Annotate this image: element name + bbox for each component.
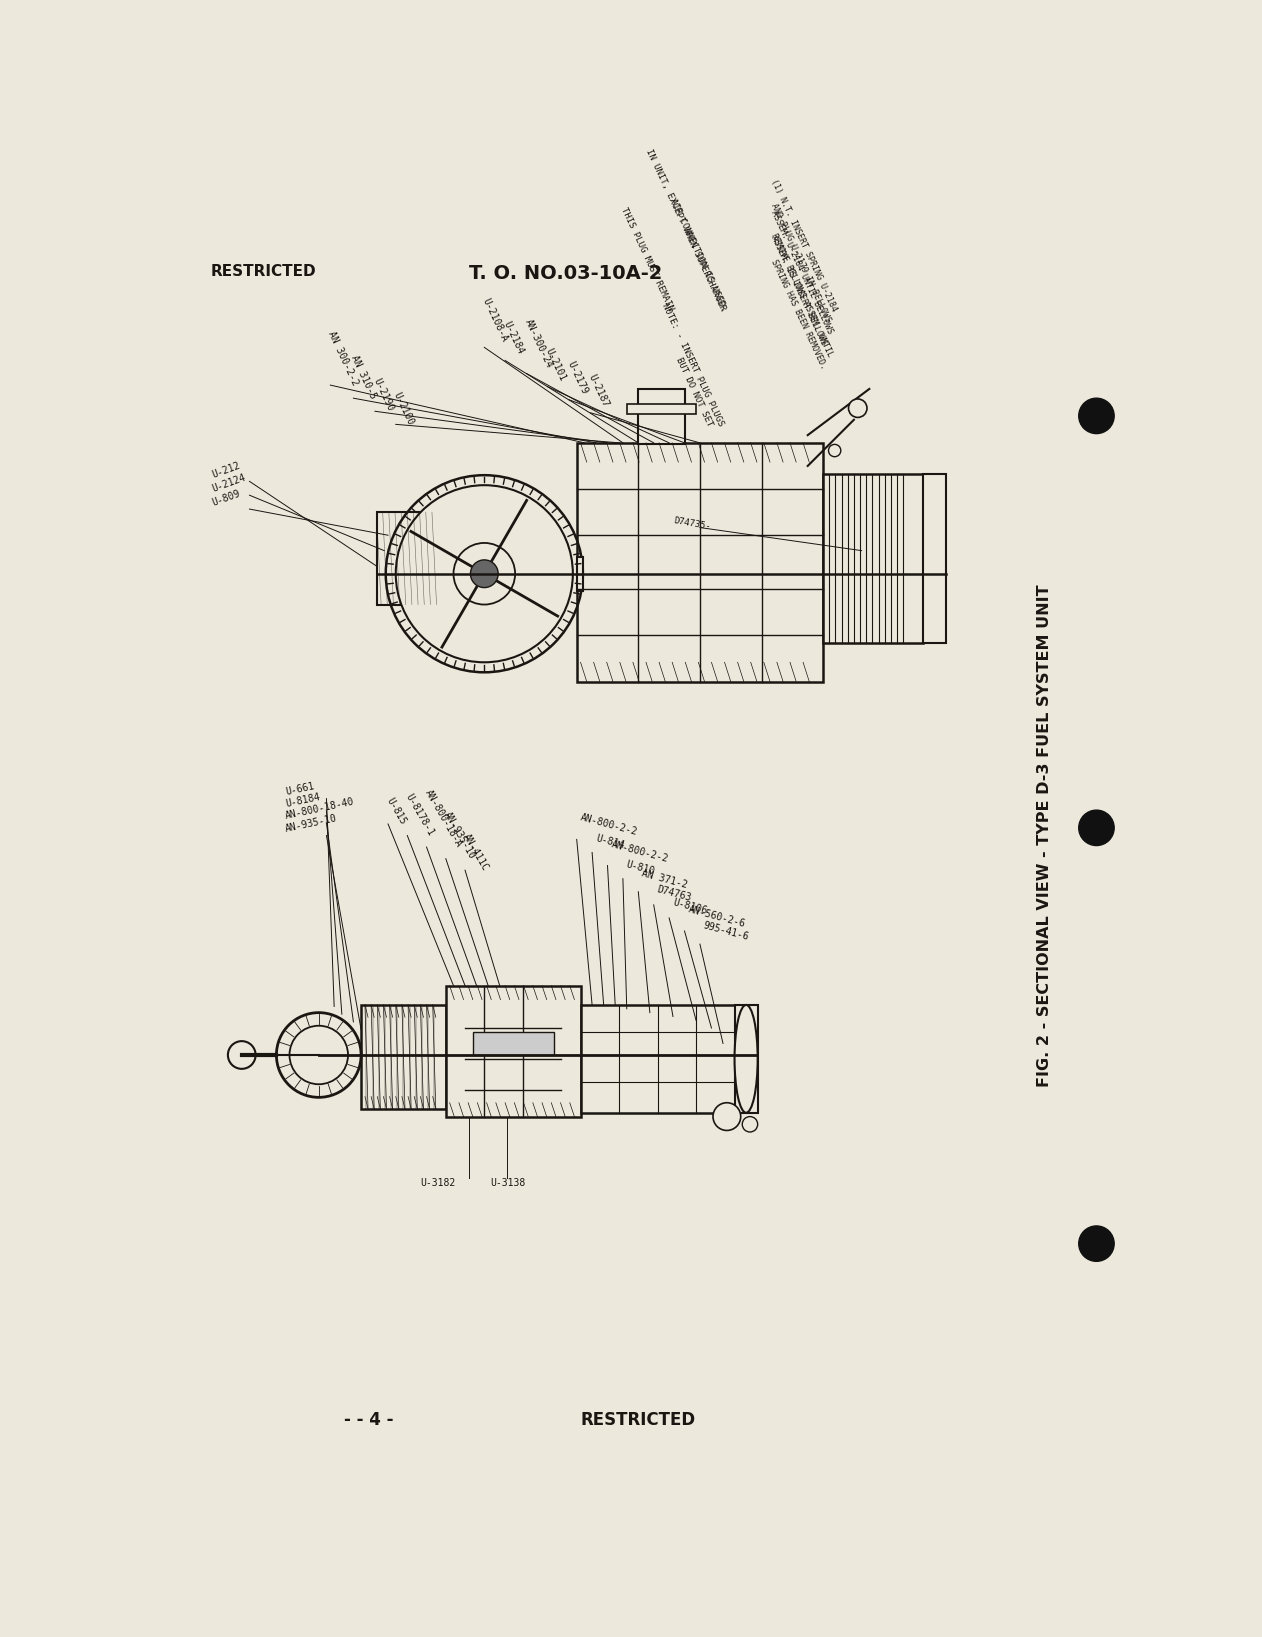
Text: U-2101: U-2101 <box>544 347 568 383</box>
Circle shape <box>742 1116 757 1133</box>
Circle shape <box>396 485 573 663</box>
Text: THIS PLUG MUST REMAIN: THIS PLUG MUST REMAIN <box>620 206 675 313</box>
Bar <box>361 1005 445 1108</box>
Circle shape <box>828 444 840 457</box>
Text: FIG. 2 - SECTIONAL VIEW - TYPE D-3 FUEL SYSTEM UNIT: FIG. 2 - SECTIONAL VIEW - TYPE D-3 FUEL … <box>1037 584 1053 1087</box>
Text: 995-41-6: 995-41-6 <box>702 920 750 943</box>
Text: IN UNIT, EXCEPT WHEN SUPERCHARGER: IN UNIT, EXCEPT WHEN SUPERCHARGER <box>644 147 727 313</box>
Text: ASSEM. IS INSERT BELLOWS: ASSEM. IS INSERT BELLOWS <box>770 234 828 347</box>
Text: U-814: U-814 <box>594 833 626 851</box>
Circle shape <box>289 1026 348 1084</box>
Text: D74735-: D74735- <box>673 516 712 530</box>
Text: U-809: U-809 <box>211 488 242 507</box>
Text: U-3182: U-3182 <box>420 1179 456 1188</box>
Bar <box>627 404 697 414</box>
Text: U-8178-1: U-8178-1 <box>404 792 435 838</box>
Text: SPRING HAS BEEN REMOVED.: SPRING HAS BEEN REMOVED. <box>770 257 828 370</box>
Circle shape <box>1079 1226 1114 1262</box>
Bar <box>473 1031 554 1054</box>
Text: U-2190: U-2190 <box>371 377 395 413</box>
Text: U-815: U-815 <box>384 796 408 827</box>
Text: AN-560-2-6: AN-560-2-6 <box>687 904 746 930</box>
Text: (1) N.T. INSERT SPRING U-2184: (1) N.T. INSERT SPRING U-2184 <box>770 177 839 313</box>
Text: U-661: U-661 <box>284 781 316 797</box>
Text: ASSEM. U-2184 UNTIL BELLOWS: ASSEM. U-2184 UNTIL BELLOWS <box>770 210 834 336</box>
Bar <box>577 444 823 681</box>
Text: AND PLUG U-2179 IN BELLOWS: AND PLUG U-2179 IN BELLOWS <box>770 203 833 324</box>
Text: U-810: U-810 <box>625 859 656 877</box>
Text: AN-800-2-2: AN-800-2-2 <box>610 838 669 864</box>
Text: U-212: U-212 <box>211 462 242 480</box>
Text: U-3138: U-3138 <box>490 1179 525 1188</box>
Text: RESTRICTED: RESTRICTED <box>211 264 317 280</box>
Text: BUT DO NOT SET: BUT DO NOT SET <box>674 355 714 427</box>
Circle shape <box>276 1013 361 1097</box>
Ellipse shape <box>734 1005 757 1113</box>
Text: REMOVE BELLOWS ASSEM. UNTIL: REMOVE BELLOWS ASSEM. UNTIL <box>770 232 834 359</box>
Text: AN 310-5: AN 310-5 <box>350 354 379 399</box>
Circle shape <box>713 1103 741 1131</box>
Bar <box>734 1005 757 1113</box>
Text: U-2184: U-2184 <box>501 321 525 357</box>
Text: AN-411C: AN-411C <box>461 832 491 873</box>
Text: U-8106: U-8106 <box>671 897 708 917</box>
Text: U-2108-A: U-2108-A <box>481 296 510 344</box>
Text: D74763: D74763 <box>656 884 693 904</box>
Circle shape <box>1079 398 1114 434</box>
Text: AN-300-24: AN-300-24 <box>522 318 554 370</box>
Text: AN-800-2-2: AN-800-2-2 <box>579 812 639 838</box>
Text: NOTE: - INSERT PLUG PLUGS: NOTE: - INSERT PLUG PLUGS <box>660 303 724 427</box>
Circle shape <box>228 1041 256 1069</box>
Circle shape <box>848 399 867 417</box>
Text: U-8184: U-8184 <box>284 792 321 809</box>
Text: AN-935-10: AN-935-10 <box>442 810 477 861</box>
Text: U-2179: U-2179 <box>565 360 589 396</box>
Circle shape <box>453 543 515 604</box>
Circle shape <box>471 560 498 588</box>
Text: - - 4 -: - - 4 - <box>345 1411 394 1429</box>
Text: AN-800-18-40: AN-800-18-40 <box>284 797 355 822</box>
Text: AN-800-18-A: AN-800-18-A <box>423 787 463 850</box>
Bar <box>445 985 581 1116</box>
Text: U-2100: U-2100 <box>392 390 416 426</box>
Bar <box>639 390 684 444</box>
Text: T. O. NO.03-10A-2: T. O. NO.03-10A-2 <box>469 264 663 283</box>
Text: U-2124: U-2124 <box>211 473 247 494</box>
Bar <box>577 557 583 591</box>
Bar <box>924 473 946 643</box>
Text: RESTRICTED: RESTRICTED <box>581 1411 695 1429</box>
Text: AN 371-2: AN 371-2 <box>641 868 689 891</box>
Text: AIR CONNECTION IS USED.: AIR CONNECTION IS USED. <box>669 196 728 313</box>
Text: U-2187: U-2187 <box>587 373 611 409</box>
Text: AN 300-2-2: AN 300-2-2 <box>327 329 361 386</box>
Text: AN-935-10: AN-935-10 <box>284 814 338 833</box>
Bar <box>581 1005 734 1113</box>
Circle shape <box>1079 810 1114 846</box>
Bar <box>823 473 924 643</box>
Bar <box>376 512 438 604</box>
